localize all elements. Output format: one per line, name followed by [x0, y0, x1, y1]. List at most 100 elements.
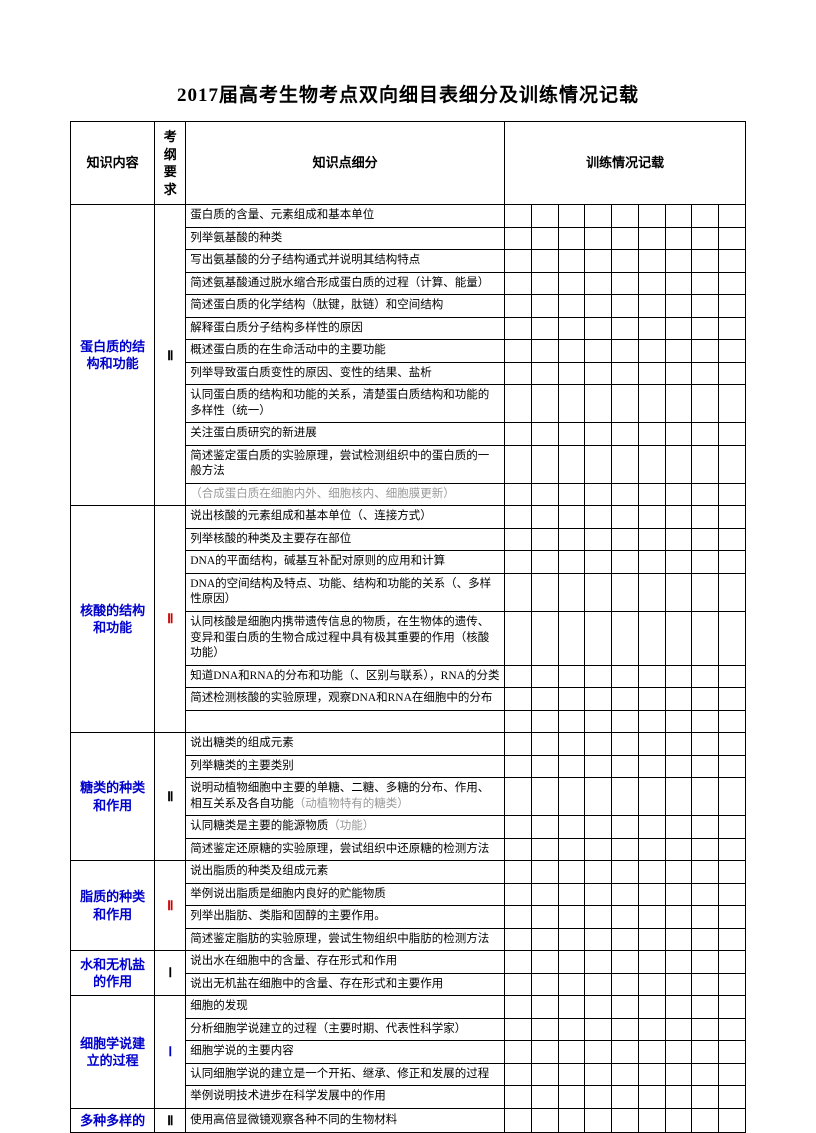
- record-cell: [719, 710, 746, 733]
- record-cell: [505, 1018, 532, 1041]
- record-cell: [612, 423, 639, 446]
- record-cell: [558, 861, 585, 884]
- record-cell: [638, 1041, 665, 1064]
- record-cell: [638, 340, 665, 363]
- record-cell: [585, 317, 612, 340]
- record-cell: [531, 951, 558, 974]
- record-cell: [665, 317, 692, 340]
- record-cell: [612, 755, 639, 778]
- record-cell: [505, 973, 532, 996]
- record-cell: [558, 551, 585, 574]
- record-cell: [692, 445, 719, 483]
- record-cell: [692, 483, 719, 506]
- record-cell: [719, 778, 746, 816]
- req-cell: Ⅰ: [155, 951, 186, 996]
- record-cell: [692, 973, 719, 996]
- detail-cell: 简述蛋白质的化学结构（肽键，肽链）和空间结构: [186, 295, 505, 318]
- detail-cell: [186, 710, 505, 733]
- record-cell: [638, 838, 665, 861]
- record-cell: [531, 611, 558, 665]
- record-cell: [638, 733, 665, 756]
- detail-cell: 列举出脂肪、类脂和固醇的主要作用。: [186, 906, 505, 929]
- record-cell: [612, 340, 639, 363]
- record-cell: [505, 1108, 532, 1133]
- topic-cell: 多种多样的: [71, 1108, 155, 1133]
- record-cell: [585, 551, 612, 574]
- detail-cell: 简述鉴定还原糖的实验原理，尝试组织中还原糖的检测方法: [186, 838, 505, 861]
- record-cell: [612, 272, 639, 295]
- record-cell: [505, 250, 532, 273]
- record-cell: [638, 778, 665, 816]
- record-cell: [719, 838, 746, 861]
- record-cell: [585, 861, 612, 884]
- record-cell: [638, 551, 665, 574]
- detail-cell: 认同细胞学说的建立是一个开拓、继承、修正和发展的过程: [186, 1063, 505, 1086]
- record-cell: [612, 362, 639, 385]
- record-cell: [505, 573, 532, 611]
- record-cell: [638, 205, 665, 228]
- record-cell: [531, 973, 558, 996]
- record-cell: [665, 951, 692, 974]
- record-cell: [612, 883, 639, 906]
- record-cell: [531, 906, 558, 929]
- record-cell: [638, 883, 665, 906]
- record-cell: [638, 973, 665, 996]
- record-cell: [638, 385, 665, 423]
- record-cell: [719, 973, 746, 996]
- table-row: 核酸的结构和功能Ⅱ说出核酸的元素组成和基本单位（、连接方式）: [71, 506, 746, 529]
- record-cell: [665, 1086, 692, 1109]
- record-cell: [612, 816, 639, 839]
- record-cell: [531, 1086, 558, 1109]
- detail-cell: 列举氨基酸的种类: [186, 227, 505, 250]
- record-cell: [505, 710, 532, 733]
- record-cell: [558, 227, 585, 250]
- record-cell: [719, 883, 746, 906]
- record-cell: [612, 951, 639, 974]
- record-cell: [585, 205, 612, 228]
- record-cell: [719, 227, 746, 250]
- detail-cell: DNA的平面结构，碱基互补配对原则的应用和计算: [186, 551, 505, 574]
- record-cell: [585, 665, 612, 688]
- record-cell: [638, 1018, 665, 1041]
- record-cell: [505, 528, 532, 551]
- record-cell: [585, 1086, 612, 1109]
- topic-cell: 蛋白质的结构和功能: [71, 205, 155, 506]
- record-cell: [638, 816, 665, 839]
- record-cell: [505, 665, 532, 688]
- record-cell: [558, 506, 585, 529]
- record-cell: [585, 227, 612, 250]
- record-cell: [665, 778, 692, 816]
- record-cell: [719, 1108, 746, 1133]
- record-cell: [692, 861, 719, 884]
- detail-cell: 概述蛋白质的在生命活动中的主要功能: [186, 340, 505, 363]
- record-cell: [719, 928, 746, 951]
- record-cell: [638, 423, 665, 446]
- record-cell: [719, 1018, 746, 1041]
- record-cell: [531, 996, 558, 1019]
- record-cell: [692, 1041, 719, 1064]
- table-row: 蛋白质的结构和功能Ⅱ蛋白质的含量、元素组成和基本单位: [71, 205, 746, 228]
- record-cell: [531, 423, 558, 446]
- record-cell: [585, 445, 612, 483]
- record-cell: [692, 551, 719, 574]
- record-cell: [692, 1108, 719, 1133]
- record-cell: [719, 551, 746, 574]
- record-cell: [505, 385, 532, 423]
- main-table: 知识内容 考纲要求 知识点细分 训练情况记载 蛋白质的结构和功能Ⅱ蛋白质的含量、…: [70, 121, 746, 1133]
- record-cell: [665, 445, 692, 483]
- record-cell: [531, 1063, 558, 1086]
- record-cell: [665, 861, 692, 884]
- detail-cell: 列举导致蛋白质变性的原因、变性的结果、盐析: [186, 362, 505, 385]
- record-cell: [558, 250, 585, 273]
- record-cell: [665, 996, 692, 1019]
- record-cell: [638, 362, 665, 385]
- record-cell: [719, 340, 746, 363]
- record-cell: [531, 1018, 558, 1041]
- record-cell: [692, 573, 719, 611]
- record-cell: [665, 205, 692, 228]
- record-cell: [692, 272, 719, 295]
- detail-cell: 简述鉴定脂肪的实验原理，尝试生物组织中脂肪的检测方法: [186, 928, 505, 951]
- record-cell: [692, 1086, 719, 1109]
- record-cell: [531, 506, 558, 529]
- record-cell: [531, 861, 558, 884]
